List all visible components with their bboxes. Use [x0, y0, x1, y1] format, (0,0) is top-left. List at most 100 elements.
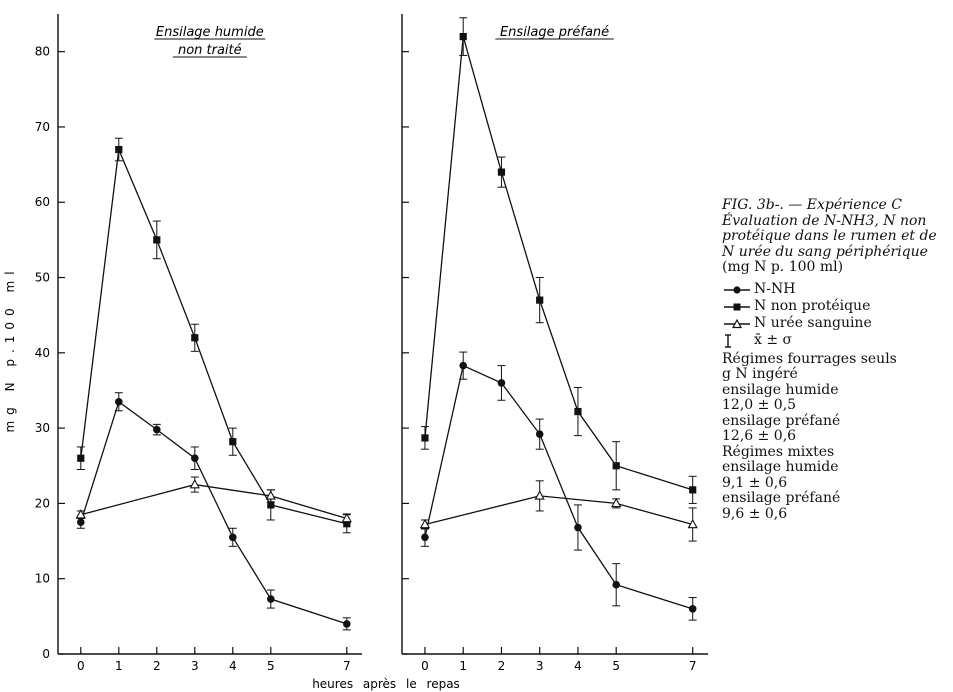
data-point-triangle — [534, 490, 545, 500]
data-point-square — [497, 168, 506, 176]
data-point-circle — [574, 523, 582, 532]
chart-panel-2: 0 1 2 3 4 5 7 Ensilage préfané — [401, 14, 708, 673]
legend-label-npn: N non protéique — [754, 298, 871, 315]
y-tick-label: 20 — [35, 496, 50, 510]
chart-panel-1: 0 10 20 30 40 50 60 70 80 0 1 2 3 4 5 7 mg N p.100 ml Ens… — [3, 14, 362, 673]
circle-marker-icon — [724, 286, 750, 294]
note-line: g N ingéré — [722, 366, 798, 382]
x-tick-label: 3 — [191, 659, 199, 673]
data-point-triangle — [419, 518, 431, 529]
data-point-circle — [343, 620, 351, 628]
x-tick-label: 2 — [498, 659, 506, 673]
y-tick-label: 50 — [35, 271, 50, 285]
square-marker-icon — [724, 303, 750, 311]
data-point-triangle — [687, 518, 698, 529]
data-point-triangle — [341, 512, 352, 523]
y-tick-label: 80 — [35, 45, 50, 59]
data-point-circle — [191, 454, 199, 463]
note-line: 9,6 ± 0,6 — [722, 505, 788, 522]
x-tick-label: 5 — [267, 659, 275, 673]
data-point-square — [574, 407, 582, 416]
x-tick-label: 4 — [574, 659, 582, 673]
series-line — [80, 400, 348, 625]
note-line: ensilage humide — [722, 381, 839, 398]
data-point-square — [153, 236, 161, 244]
series-line — [424, 495, 693, 526]
legend-item-npn: N non protéique — [722, 299, 950, 316]
data-point-square — [77, 454, 85, 462]
panel-title: Ensilage préfané — [500, 25, 609, 40]
data-point-circle — [115, 397, 123, 406]
note-line: 12,0 ± 0,5 — [722, 397, 797, 413]
data-point-circle — [535, 430, 544, 438]
data-point-square — [689, 486, 697, 494]
legend-label-errorbar: x̄ ± σ — [754, 332, 793, 349]
note-line: ensilage humide — [722, 459, 839, 475]
y-axis-label: mg N p.100 ml — [3, 265, 17, 432]
triangle-marker-icon — [724, 318, 750, 329]
data-point-square — [612, 462, 620, 470]
note-line: ensilage préfané — [722, 490, 841, 506]
legend-label-urea: N urée sanguine — [754, 315, 872, 332]
x-tick-label: 3 — [536, 659, 544, 673]
legend-item-nnh: N-NH — [722, 282, 950, 299]
legend: N-NH N non protéique N urée sanguine x̄ … — [722, 282, 950, 350]
data-point-circle — [459, 361, 468, 370]
y-tick-label: 40 — [35, 346, 50, 360]
x-tick-label: 0 — [77, 659, 85, 673]
panel-title: Ensilage humide — [156, 25, 264, 40]
y-tick-label: 10 — [35, 572, 50, 586]
data-point-triangle — [189, 478, 200, 489]
caption-unit: (mg N p. 100 ml) — [722, 259, 844, 275]
data-point-circle — [267, 595, 275, 603]
x-tick-label: 1 — [115, 659, 123, 673]
data-point-square — [191, 334, 199, 342]
figure-caption: FIG. 3b-. — Expérience C Évaluation de N… — [722, 197, 950, 523]
y-tick-label: 60 — [35, 195, 50, 209]
data-point-triangle — [611, 497, 622, 508]
series-line — [80, 483, 347, 520]
note-line: ensilage préfané — [722, 412, 841, 429]
legend-item-errorbar: x̄ ± σ — [722, 333, 950, 350]
series-line — [424, 364, 693, 610]
data-point-circle — [153, 425, 161, 434]
note-line: Régimes mixtes — [722, 443, 835, 460]
data-point-circle — [612, 580, 620, 589]
data-point-circle — [77, 518, 85, 527]
panel-title: non traité — [178, 43, 242, 58]
x-axis-label: heures après le repas — [312, 677, 460, 691]
data-point-triangle — [75, 509, 86, 519]
data-point-square — [536, 296, 544, 304]
x-tick-label: 2 — [153, 659, 161, 673]
series-line — [80, 147, 347, 525]
x-tick-label: 4 — [229, 659, 237, 673]
diet-notes: Régimes fourrages seuls g N ingéré ensil… — [722, 350, 950, 523]
x-tick-label: 7 — [689, 659, 697, 673]
data-point-circle — [421, 533, 429, 542]
legend-label-nnh: N-NH — [754, 281, 796, 298]
caption-title: FIG. 3b-. — Expérience C Évaluation de N… — [722, 197, 937, 260]
data-point-circle — [688, 605, 697, 613]
data-point-circle — [229, 533, 237, 542]
data-point-square — [421, 434, 429, 442]
legend-item-urea: N urée sanguine — [722, 316, 950, 333]
y-tick-label: 70 — [35, 120, 50, 134]
series-line — [424, 36, 693, 491]
y-tick-label: 0 — [42, 647, 50, 661]
data-point-square — [459, 32, 467, 41]
note-line: Régimes fourrages seuls — [722, 350, 897, 367]
data-point-square — [343, 520, 351, 528]
x-tick-label: 1 — [459, 659, 467, 673]
x-tick-label: 0 — [421, 659, 429, 673]
note-line: 12,6 ± 0,6 — [722, 428, 797, 444]
data-point-circle — [497, 379, 506, 387]
note-line: 9,1 ± 0,6 — [722, 474, 788, 491]
x-tick-label: 5 — [612, 659, 620, 673]
x-tick-label: 7 — [343, 659, 351, 673]
data-point-square — [267, 501, 275, 509]
y-tick-label: 30 — [35, 421, 50, 435]
data-point-square — [229, 438, 237, 446]
data-point-triangle — [265, 490, 276, 500]
errorbar-icon — [725, 334, 731, 348]
